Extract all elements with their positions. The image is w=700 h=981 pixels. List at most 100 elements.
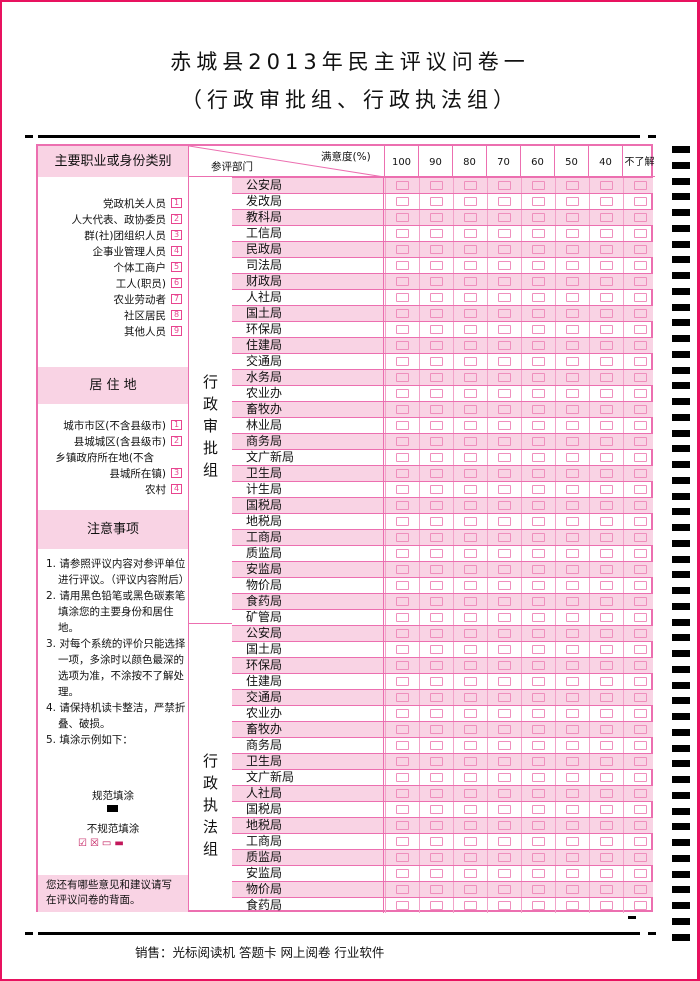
rating-checkbox[interactable]: [430, 325, 443, 334]
rating-checkbox[interactable]: [634, 597, 647, 606]
rating-checkbox[interactable]: [430, 405, 443, 414]
occupation-option-box[interactable]: 5: [171, 262, 182, 272]
rating-checkbox[interactable]: [600, 709, 613, 718]
rating-checkbox[interactable]: [498, 293, 511, 302]
rating-checkbox[interactable]: [566, 821, 579, 830]
rating-checkbox[interactable]: [566, 693, 579, 702]
rating-checkbox[interactable]: [498, 565, 511, 574]
rating-checkbox[interactable]: [396, 805, 409, 814]
rating-checkbox[interactable]: [498, 869, 511, 878]
rating-checkbox[interactable]: [566, 341, 579, 350]
rating-checkbox[interactable]: [396, 309, 409, 318]
rating-checkbox[interactable]: [634, 709, 647, 718]
rating-checkbox[interactable]: [430, 885, 443, 894]
rating-checkbox[interactable]: [498, 501, 511, 510]
rating-checkbox[interactable]: [464, 293, 477, 302]
rating-checkbox[interactable]: [498, 597, 511, 606]
rating-checkbox[interactable]: [464, 885, 477, 894]
rating-checkbox[interactable]: [430, 181, 443, 190]
rating-checkbox[interactable]: [566, 549, 579, 558]
rating-checkbox[interactable]: [430, 341, 443, 350]
rating-checkbox[interactable]: [498, 277, 511, 286]
rating-checkbox[interactable]: [566, 389, 579, 398]
rating-checkbox[interactable]: [464, 565, 477, 574]
rating-checkbox[interactable]: [396, 485, 409, 494]
rating-checkbox[interactable]: [430, 245, 443, 254]
rating-checkbox[interactable]: [634, 197, 647, 206]
rating-checkbox[interactable]: [600, 869, 613, 878]
rating-checkbox[interactable]: [396, 645, 409, 654]
rating-checkbox[interactable]: [600, 229, 613, 238]
rating-checkbox[interactable]: [464, 421, 477, 430]
rating-checkbox[interactable]: [566, 213, 579, 222]
rating-checkbox[interactable]: [430, 677, 443, 686]
rating-checkbox[interactable]: [498, 709, 511, 718]
residence-option-box[interactable]: 3: [171, 468, 182, 478]
rating-checkbox[interactable]: [600, 341, 613, 350]
rating-checkbox[interactable]: [532, 853, 545, 862]
rating-checkbox[interactable]: [430, 661, 443, 670]
rating-checkbox[interactable]: [566, 869, 579, 878]
rating-checkbox[interactable]: [566, 469, 579, 478]
rating-checkbox[interactable]: [634, 389, 647, 398]
rating-checkbox[interactable]: [498, 421, 511, 430]
rating-checkbox[interactable]: [396, 613, 409, 622]
rating-checkbox[interactable]: [600, 853, 613, 862]
rating-checkbox[interactable]: [430, 597, 443, 606]
rating-checkbox[interactable]: [532, 197, 545, 206]
rating-checkbox[interactable]: [600, 533, 613, 542]
rating-checkbox[interactable]: [532, 325, 545, 334]
rating-checkbox[interactable]: [396, 901, 409, 910]
rating-checkbox[interactable]: [396, 405, 409, 414]
rating-checkbox[interactable]: [566, 645, 579, 654]
rating-checkbox[interactable]: [464, 405, 477, 414]
rating-checkbox[interactable]: [464, 581, 477, 590]
rating-checkbox[interactable]: [600, 373, 613, 382]
rating-checkbox[interactable]: [498, 389, 511, 398]
rating-checkbox[interactable]: [396, 757, 409, 766]
rating-checkbox[interactable]: [634, 485, 647, 494]
rating-checkbox[interactable]: [600, 773, 613, 782]
rating-checkbox[interactable]: [396, 181, 409, 190]
rating-checkbox[interactable]: [464, 597, 477, 606]
rating-checkbox[interactable]: [600, 405, 613, 414]
residence-option-box[interactable]: 1: [171, 420, 182, 430]
rating-checkbox[interactable]: [600, 645, 613, 654]
rating-checkbox[interactable]: [532, 613, 545, 622]
rating-checkbox[interactable]: [600, 693, 613, 702]
residence-option-box[interactable]: 4: [171, 484, 182, 494]
rating-checkbox[interactable]: [532, 645, 545, 654]
rating-checkbox[interactable]: [634, 341, 647, 350]
rating-checkbox[interactable]: [498, 901, 511, 910]
rating-checkbox[interactable]: [430, 565, 443, 574]
rating-checkbox[interactable]: [600, 501, 613, 510]
rating-checkbox[interactable]: [566, 197, 579, 206]
rating-checkbox[interactable]: [532, 309, 545, 318]
rating-checkbox[interactable]: [396, 437, 409, 446]
rating-checkbox[interactable]: [464, 789, 477, 798]
rating-checkbox[interactable]: [430, 469, 443, 478]
rating-checkbox[interactable]: [600, 517, 613, 526]
rating-checkbox[interactable]: [464, 197, 477, 206]
rating-checkbox[interactable]: [498, 341, 511, 350]
rating-checkbox[interactable]: [498, 613, 511, 622]
rating-checkbox[interactable]: [634, 837, 647, 846]
rating-checkbox[interactable]: [532, 213, 545, 222]
rating-checkbox[interactable]: [396, 373, 409, 382]
rating-checkbox[interactable]: [600, 789, 613, 798]
rating-checkbox[interactable]: [396, 837, 409, 846]
rating-checkbox[interactable]: [464, 261, 477, 270]
rating-checkbox[interactable]: [634, 789, 647, 798]
rating-checkbox[interactable]: [498, 373, 511, 382]
rating-checkbox[interactable]: [566, 853, 579, 862]
rating-checkbox[interactable]: [532, 741, 545, 750]
rating-checkbox[interactable]: [498, 485, 511, 494]
occupation-option-box[interactable]: 2: [171, 214, 182, 224]
rating-checkbox[interactable]: [566, 757, 579, 766]
rating-checkbox[interactable]: [464, 437, 477, 446]
rating-checkbox[interactable]: [600, 245, 613, 254]
rating-checkbox[interactable]: [600, 469, 613, 478]
rating-checkbox[interactable]: [430, 709, 443, 718]
rating-checkbox[interactable]: [498, 741, 511, 750]
rating-checkbox[interactable]: [600, 309, 613, 318]
